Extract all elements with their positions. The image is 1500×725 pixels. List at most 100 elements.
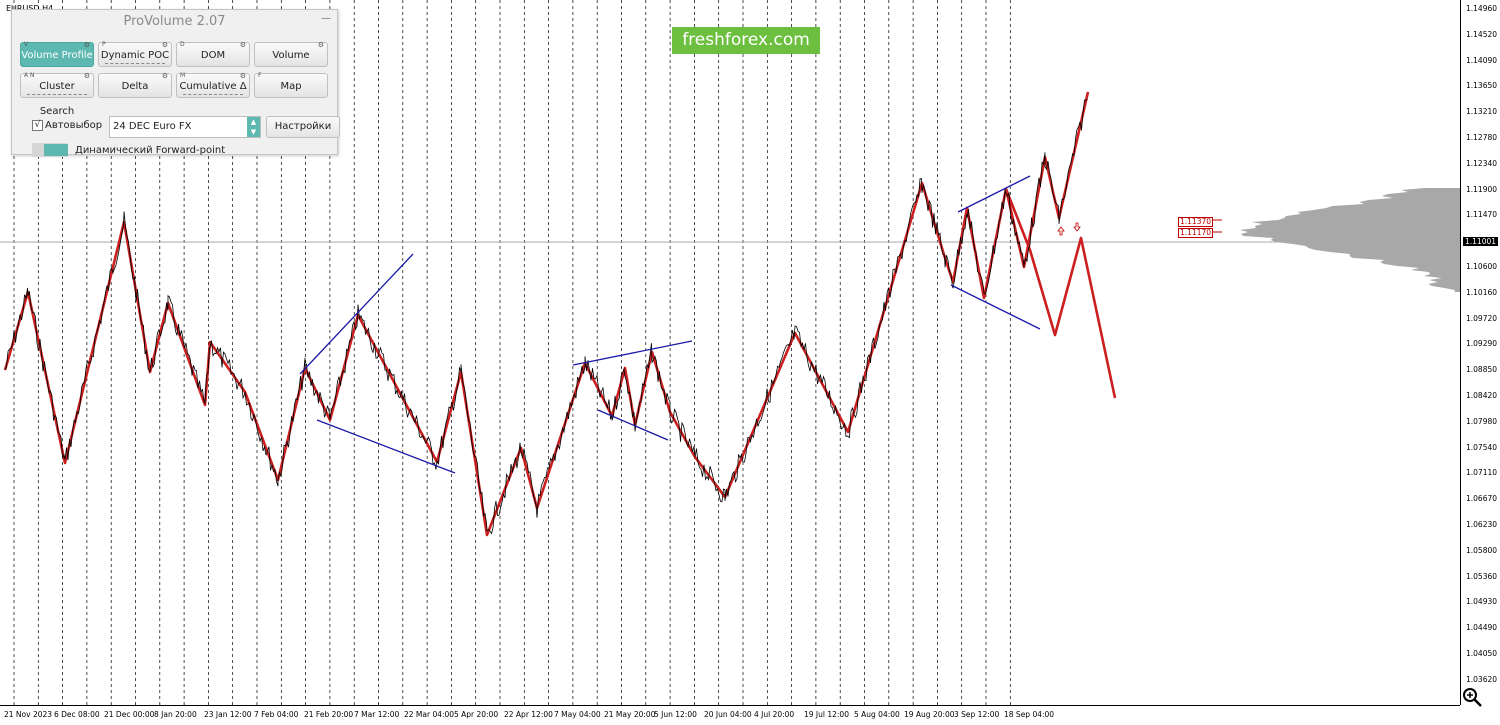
gear-icon[interactable]: ⚙ xyxy=(317,41,324,49)
button-label: Cumulative Δ xyxy=(179,81,247,92)
time-tick-label: 22 Apr 12:00 xyxy=(504,710,553,719)
price-tick-label: 1.07110 xyxy=(1466,468,1498,478)
button-label: Volume xyxy=(272,50,310,61)
hotkey-label: M xyxy=(180,72,186,79)
forward-point-toggle[interactable] xyxy=(32,143,68,157)
price-axis[interactable]: 1.14960 1.14520 1.14090 1.13650 1.13210 1.127… xyxy=(1460,0,1500,705)
hotkey-label: A N xyxy=(24,72,35,79)
current-price-label: 1.11001 xyxy=(1463,237,1499,246)
symbol-label: EURUSD,H4 xyxy=(6,4,53,13)
trendline xyxy=(572,340,693,366)
price-tick-label: 1.12340 xyxy=(1466,158,1498,168)
time-tick-label: 22 Mar 04:00 xyxy=(404,710,455,719)
minimize-button[interactable]: — xyxy=(321,13,331,24)
time-tick-label: 20 Jun 04:00 xyxy=(704,710,752,719)
trendline xyxy=(950,284,1041,330)
button-label: Cluster Search xyxy=(39,81,75,117)
time-tick-label: 19 Aug 20:00 xyxy=(904,710,955,719)
volume-button[interactable]: ⚙ Volume xyxy=(254,41,328,67)
price-tick-label: 1.07980 xyxy=(1466,416,1498,426)
time-tick-label: 7 Mar 12:00 xyxy=(354,710,400,719)
provolume-panel: ProVolume 2.07 — V ⚙ Volume Profile P ⚙ … xyxy=(11,9,340,157)
gear-icon[interactable]: ⚙ xyxy=(161,72,168,80)
dynamic-poc-button[interactable]: P ⚙ Dynamic POC xyxy=(98,41,172,67)
price-tick-label: 1.05800 xyxy=(1466,545,1498,555)
price-tick-label: 1.04050 xyxy=(1466,649,1498,658)
gear-icon[interactable]: ⚙ xyxy=(239,72,246,80)
time-tick-label: 18 Sep 04:00 xyxy=(1004,710,1055,719)
trendline xyxy=(299,253,414,375)
volume-profile-histogram xyxy=(1240,188,1460,292)
price-tick-label: 1.06670 xyxy=(1466,494,1498,504)
toggle-knob xyxy=(44,144,68,156)
volume-profile-button[interactable]: V ⚙ Volume Profile xyxy=(20,41,94,67)
chart-area[interactable]: EURUSD,H4 freshforex.com 1.11370 1.11170… xyxy=(0,0,1460,705)
forward-point-label: Динамический Forward-point xyxy=(75,145,226,156)
price-tick-label: 1.14960 xyxy=(1466,4,1498,13)
price-tick-label: 1.12780 xyxy=(1466,133,1498,142)
panel-title: ProVolume 2.07 xyxy=(123,14,226,29)
gear-icon[interactable]: ⚙ xyxy=(83,41,90,49)
price-tick-label: 1.10160 xyxy=(1466,287,1498,297)
time-axis[interactable]: 21 Nov 2023 6 Dec 08:00 21 Dec 00:00 8 Jan … xyxy=(0,705,1460,725)
hotkey-label: F xyxy=(258,72,262,79)
autoselect-label: Автовыбор xyxy=(45,120,103,131)
trendline xyxy=(597,409,669,441)
price-tick-label: 1.11900 xyxy=(1466,184,1498,194)
price-tick-label: 1.13210 xyxy=(1466,107,1498,117)
price-tick-label: 1.07540 xyxy=(1466,442,1498,452)
time-tick-label: 21 May 20:00 xyxy=(604,710,656,719)
instrument-value: 24 DEC Euro FX xyxy=(113,121,192,132)
button-indicator xyxy=(27,92,87,95)
price-tick-label: 1.08420 xyxy=(1466,391,1498,400)
up-arrow-icon xyxy=(1057,226,1065,236)
instrument-select[interactable]: 24 DEC Euro FX ▲ ▼ xyxy=(109,116,261,138)
time-tick-label: 4 Jul 20:00 xyxy=(754,710,795,719)
button-indicator xyxy=(105,61,165,64)
price-series xyxy=(4,98,1088,535)
down-arrow-icon xyxy=(1073,222,1081,232)
gear-icon[interactable]: ⚙ xyxy=(161,41,168,49)
settings-button[interactable]: Настройки xyxy=(266,116,340,138)
cumulative-delta-button[interactable]: M ⚙ Cumulative Δ xyxy=(176,72,250,98)
button-label: Dynamic POC xyxy=(100,50,170,61)
cluster-search-button[interactable]: A N ⚙ Cluster Search xyxy=(20,72,94,117)
price-tick-label: 1.10600 xyxy=(1466,262,1498,271)
price-tick-label: 1.04490 xyxy=(1466,623,1498,633)
time-tick-label: 21 Dec 00:00 xyxy=(104,710,155,719)
price-tick-label: 1.05360 xyxy=(1466,571,1498,581)
price-tick-label: 1.03620 xyxy=(1466,674,1498,684)
level-tag-lower: 1.11170 xyxy=(1178,228,1214,238)
zoom-icon[interactable] xyxy=(1460,685,1484,709)
time-tick-label: 5 Jun 12:00 xyxy=(654,710,697,719)
price-tick-label: 1.08850 xyxy=(1466,365,1498,375)
time-tick-label: 6 Dec 08:00 xyxy=(54,710,100,719)
delta-button[interactable]: ⚙ Delta xyxy=(98,72,172,98)
zigzag-line xyxy=(3,91,1090,537)
map-button[interactable]: F Map xyxy=(254,72,328,98)
price-tick-label: 1.13650 xyxy=(1466,81,1498,91)
price-tick-label: 1.14520 xyxy=(1466,29,1498,39)
trendline xyxy=(957,175,1031,213)
gear-icon[interactable]: ⚙ xyxy=(239,41,246,49)
button-label: Volume Profile xyxy=(21,50,93,61)
freshforex-logo: freshforex.com xyxy=(672,27,820,54)
button-label: Map xyxy=(280,81,302,92)
price-chart[interactable] xyxy=(0,0,1460,705)
time-tick-label: 23 Jan 12:00 xyxy=(204,710,252,719)
autoselect-checkbox[interactable]: √ xyxy=(32,120,43,131)
dom-button[interactable]: D ⚙ DOM xyxy=(176,41,250,67)
time-tick-label: 7 Feb 04:00 xyxy=(254,710,299,719)
level-tag-upper: 1.11370 xyxy=(1178,217,1214,227)
price-tick-label: 1.09720 xyxy=(1466,313,1498,323)
time-tick-label: 5 Aug 04:00 xyxy=(854,710,900,719)
hotkey-label: V xyxy=(24,41,29,48)
time-tick-label: 21 Feb 20:00 xyxy=(304,710,354,719)
time-tick-label: 7 May 04:00 xyxy=(554,710,601,719)
projection-line xyxy=(1004,188,1117,399)
time-tick-label: 19 Jul 12:00 xyxy=(804,710,849,719)
button-indicator xyxy=(183,92,243,95)
gear-icon[interactable]: ⚙ xyxy=(83,72,90,80)
spinner-icon[interactable]: ▲ ▼ xyxy=(247,117,260,137)
price-tick-label: 1.14090 xyxy=(1466,55,1498,65)
